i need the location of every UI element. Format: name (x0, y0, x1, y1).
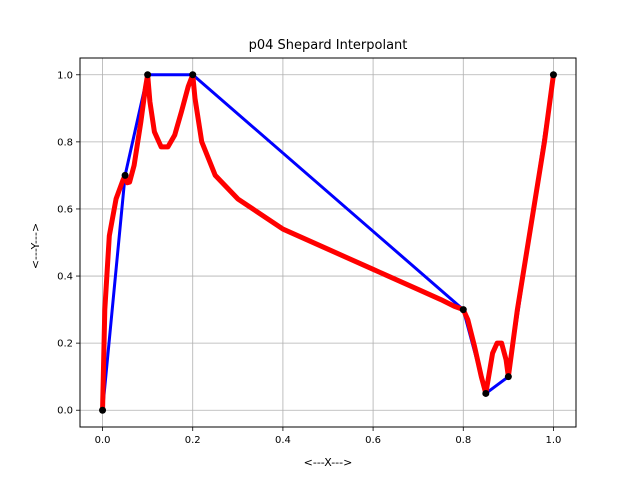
data-point (482, 389, 490, 397)
ticks: 0.0 0.2 0.4 0.6 0.8 1.0 0.0 0.2 0.4 0.6 0.8 1.0 (57, 70, 561, 446)
y-tick-label: 1.0 (57, 70, 73, 81)
y-tick-label: 0.8 (57, 137, 73, 148)
plot-area (99, 71, 557, 414)
x-tick-label: 0.6 (365, 435, 381, 446)
y-tick-label: 0.2 (57, 339, 73, 350)
y-tick-label: 0.0 (57, 406, 73, 417)
y-tick-label: 0.4 (57, 272, 73, 283)
data-point (99, 406, 107, 414)
x-tick-label: 0.2 (185, 435, 201, 446)
y-axis-label: <---Y---> (29, 223, 42, 269)
y-tick-label: 0.6 (57, 204, 73, 215)
data-point (189, 71, 197, 79)
x-tick-label: 0.0 (95, 435, 111, 446)
data-point (549, 71, 557, 79)
data-polyline (101, 73, 555, 412)
data-point (504, 373, 512, 381)
data-point (121, 171, 129, 179)
data-point (459, 306, 467, 314)
x-axis-label: <---X---> (304, 456, 353, 469)
axes-frame (79, 57, 577, 428)
x-tick-label: 0.4 (275, 435, 291, 446)
data-point (144, 71, 152, 79)
chart-title: p04 Shepard Interpolant (249, 38, 408, 53)
interpolant-line (100, 72, 556, 413)
x-tick-label: 0.8 (455, 435, 471, 446)
x-tick-label: 1.0 (546, 435, 562, 446)
